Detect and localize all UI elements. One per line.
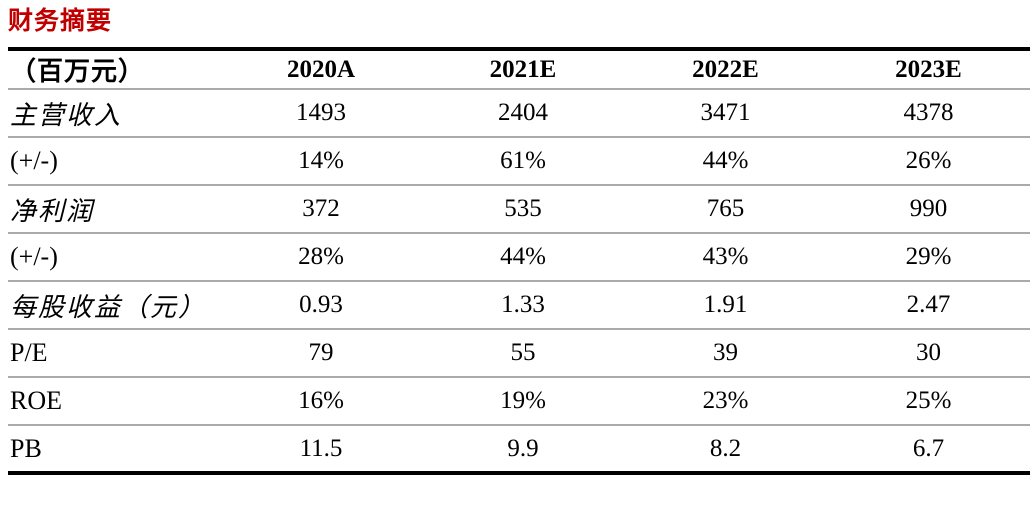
header-row: （百万元） 2020A 2021E 2022E 2023E [8, 49, 1030, 89]
cell: 3471 [700, 99, 751, 126]
cell: 765 [706, 195, 745, 222]
cell: 44% [500, 243, 546, 270]
cell: 39 [713, 339, 738, 366]
col-header-2023e: 2023E [895, 55, 962, 83]
cell: 14% [298, 147, 344, 174]
cell: 0.93 [299, 291, 343, 318]
table-row-pb: PB 11.5 9.9 8.2 6.7 [8, 425, 1030, 473]
table-row-revenue-growth: (+/-) 14% 61% 44% 26% [8, 137, 1030, 185]
cell: 372 [302, 195, 340, 222]
row-label: 每股收益（元） [10, 292, 207, 322]
col-header-unit: （百万元） [10, 57, 146, 86]
cell: 44% [702, 147, 749, 174]
cell: 29% [905, 243, 952, 270]
cell: 16% [298, 387, 344, 414]
cell: 25% [905, 387, 952, 414]
row-label: PB [10, 433, 42, 463]
financial-summary-table: （百万元） 2020A 2021E 2022E 2023E 主营收入 1493 … [8, 47, 1030, 475]
row-label: 净利润 [10, 196, 95, 226]
cell: 6.7 [912, 434, 945, 462]
cell: 26% [905, 147, 952, 174]
cell: 79 [308, 339, 334, 366]
cell: 2.47 [906, 291, 951, 318]
cell: 4378 [903, 99, 954, 126]
row-label: 主营收入 [10, 100, 123, 130]
table-row-pe: P/E 79 55 39 30 [8, 329, 1030, 377]
cell: 61% [500, 147, 546, 174]
col-header-2021e: 2021E [489, 55, 557, 83]
cell: 535 [504, 195, 542, 222]
row-label: (+/-) [10, 242, 58, 271]
cell: 1.33 [501, 291, 545, 318]
table-row-net-profit-growth: (+/-) 28% 44% 43% 29% [8, 233, 1030, 281]
col-header-2020a: 2020A [286, 55, 356, 83]
cell: 9.9 [507, 434, 539, 462]
cell: 8.2 [709, 434, 742, 462]
cell: 1.91 [703, 291, 748, 318]
table-row-revenue: 主营收入 1493 2404 3471 4378 [8, 89, 1030, 137]
cell: 2404 [498, 99, 548, 126]
table-row-net-profit: 净利润 372 535 765 990 [8, 185, 1030, 233]
row-label: (+/-) [10, 146, 58, 175]
cell: 30 [916, 339, 941, 366]
cell: 19% [500, 387, 546, 414]
row-label: P/E [10, 338, 48, 367]
cell: 1493 [296, 99, 346, 126]
cell: 55 [510, 339, 536, 366]
cell: 11.5 [299, 434, 343, 462]
cell: 28% [298, 243, 344, 270]
cell: 990 [909, 195, 948, 222]
table-row-roe: ROE 16% 19% 23% 25% [8, 377, 1030, 425]
row-label: ROE [10, 386, 62, 415]
section-title: 财务摘要 [8, 6, 113, 35]
cell: 43% [702, 243, 749, 270]
cell: 23% [702, 387, 749, 414]
table-row-eps: 每股收益（元） 0.93 1.33 1.91 2.47 [8, 281, 1030, 329]
col-header-2022e: 2022E [692, 55, 759, 83]
